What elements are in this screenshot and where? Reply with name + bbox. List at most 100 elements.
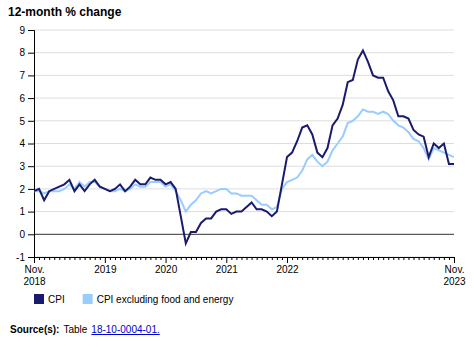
tick-mark (327, 257, 328, 260)
annotation: Table (63, 324, 87, 335)
tick-mark (28, 234, 34, 235)
grid-line (34, 166, 454, 167)
tick (115, 257, 116, 260)
tick-mark (424, 257, 425, 260)
tick-mark (247, 257, 248, 260)
grid-line (34, 75, 454, 76)
tick (272, 257, 273, 260)
tick-mark (155, 257, 156, 260)
tick-mark (348, 257, 349, 260)
tick-mark (28, 189, 34, 190)
tick (378, 257, 379, 260)
tick (155, 257, 156, 260)
tick-mark (262, 257, 263, 260)
tick-label: 2021 (216, 264, 239, 275)
tick-label: 1 (19, 206, 25, 217)
tick (236, 257, 237, 260)
tick: 8 (19, 47, 34, 58)
tick (373, 257, 374, 260)
tick-mark (28, 144, 34, 145)
tick (307, 257, 308, 260)
tick (130, 257, 131, 260)
tick-mark (28, 30, 34, 31)
tick-label: 0 (19, 229, 25, 240)
tick-mark (287, 257, 288, 263)
tick-mark (408, 257, 409, 260)
tick-mark (85, 257, 86, 260)
y-axis: -10123456789 (16, 25, 34, 263)
tick (64, 257, 65, 260)
tick-label: 3 (19, 161, 25, 172)
tick-mark (171, 257, 172, 260)
tick (49, 257, 50, 260)
tick: 3 (19, 161, 34, 172)
tick-mark (434, 257, 435, 260)
legend-label: CPI excluding food and energy (97, 294, 234, 305)
tick (100, 257, 101, 260)
tick (393, 257, 394, 260)
tick-mark (363, 257, 364, 260)
tick-mark (388, 257, 389, 260)
tick-mark (191, 257, 192, 260)
tick (434, 257, 435, 260)
tick-mark (231, 257, 232, 260)
tick (90, 257, 91, 260)
tick (282, 257, 283, 260)
tick (74, 257, 75, 260)
tick-mark (120, 257, 121, 260)
tick (181, 257, 182, 260)
tick (150, 257, 151, 260)
legend-swatch (83, 294, 93, 304)
legend-swatch (34, 294, 44, 304)
tick-mark (368, 257, 369, 260)
tick: -1 (16, 252, 34, 263)
tick-label: Nov.2023 (443, 264, 466, 287)
tick (292, 257, 293, 260)
tick (449, 257, 450, 260)
tick (145, 257, 146, 260)
tick (297, 257, 298, 260)
series-line (34, 50, 454, 243)
grid (34, 30, 454, 257)
tick-mark (95, 257, 96, 260)
tick (419, 257, 420, 260)
tick (186, 257, 187, 260)
tick-mark (317, 257, 318, 260)
tick (368, 257, 369, 260)
tick (333, 257, 334, 260)
tick (59, 257, 60, 260)
tick-mark (135, 257, 136, 260)
series-line (34, 109, 454, 211)
tick (414, 257, 415, 260)
tick-label: 4 (19, 138, 25, 149)
tick-mark (54, 257, 55, 260)
grid-line (34, 257, 454, 258)
tick-mark (338, 257, 339, 260)
tick: 7 (19, 70, 34, 81)
tick (39, 257, 40, 260)
tick-mark (393, 257, 394, 260)
tick-mark (378, 257, 379, 260)
tick-mark (140, 257, 141, 260)
tick (44, 257, 45, 260)
tick-mark (307, 257, 308, 260)
tick-mark (100, 257, 101, 260)
tick: 6 (19, 93, 34, 104)
tick-mark (176, 257, 177, 260)
tick-mark (90, 257, 91, 260)
tick (322, 257, 323, 260)
legend-label: CPI (48, 294, 65, 305)
tick (353, 257, 354, 260)
tick (363, 257, 364, 260)
tick (424, 257, 425, 260)
tick (221, 257, 222, 260)
tick-mark (59, 257, 60, 260)
grid-line (34, 234, 454, 235)
tick-mark (257, 257, 258, 260)
tick-mark (186, 257, 187, 260)
tick (312, 257, 313, 260)
tick-mark (39, 257, 40, 260)
tick (191, 257, 192, 260)
tick: 4 (19, 138, 34, 149)
tick (161, 257, 162, 260)
